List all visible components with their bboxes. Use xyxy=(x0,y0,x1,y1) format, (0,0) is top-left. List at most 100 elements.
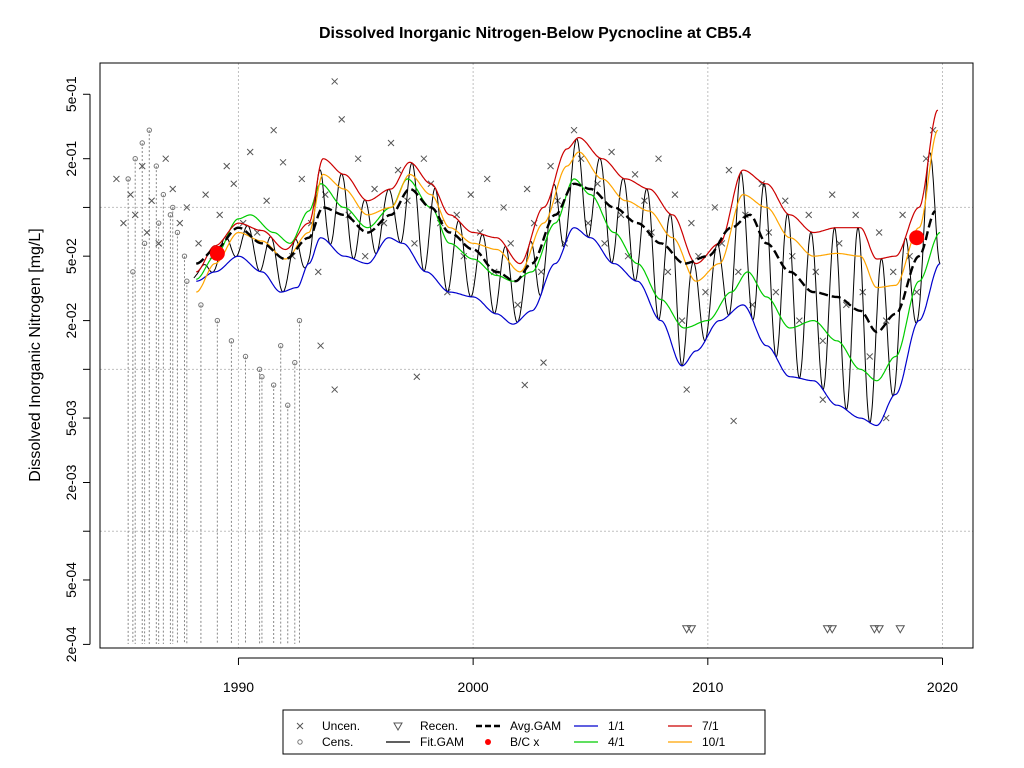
uncensored-point xyxy=(929,126,937,134)
uncensored-point xyxy=(683,386,691,393)
chart-title: Dissolved Inorganic Nitrogen-Below Pycno… xyxy=(319,25,751,42)
uncensored-point xyxy=(655,155,662,163)
uncensored-point xyxy=(772,288,780,296)
uncensored-point xyxy=(279,158,287,166)
censored-point xyxy=(141,240,148,247)
censored-point xyxy=(181,253,188,259)
uncensored-point xyxy=(730,417,737,425)
uncensored-point xyxy=(127,191,134,198)
censored-point xyxy=(184,278,190,284)
censored-point xyxy=(155,220,162,226)
uncensored-point xyxy=(570,126,578,134)
legend-label-cens: Cens. xyxy=(322,735,353,749)
uncensored-point xyxy=(411,239,418,247)
censored-point xyxy=(270,382,277,388)
y-tick-label: 5e-01 xyxy=(63,76,79,112)
uncensored-point xyxy=(514,301,522,309)
censored-point xyxy=(214,317,221,324)
uncensored-point xyxy=(331,78,339,85)
uncensored-point xyxy=(230,180,238,188)
uncensored-point xyxy=(577,155,585,163)
uncensored-point xyxy=(361,252,369,260)
uncensored-point xyxy=(483,175,491,183)
censored-point xyxy=(160,191,167,198)
uncensored-point xyxy=(866,353,874,360)
legend-label-bc: B/C x xyxy=(510,735,539,749)
uncensored-point xyxy=(162,155,170,163)
y-tick-label: 5e-03 xyxy=(63,400,79,436)
legend-label-s10: 10/1 xyxy=(702,735,726,749)
uncensored-point xyxy=(624,252,632,260)
uncensored-point xyxy=(795,317,803,324)
uncensored-point xyxy=(584,219,592,227)
legend-symbol-uncen xyxy=(296,722,304,730)
uncensored-point xyxy=(875,229,883,236)
recensored-point xyxy=(686,625,697,634)
uncensored-point xyxy=(521,381,529,389)
uncensored-point xyxy=(202,191,209,198)
censored-point xyxy=(153,163,160,169)
uncensored-point xyxy=(113,175,120,183)
recensored-point xyxy=(895,625,906,634)
uncensored-point xyxy=(702,288,709,296)
legend-symbol-recen xyxy=(393,722,403,732)
uncensored-point xyxy=(223,162,231,170)
uncensored-point xyxy=(183,204,191,211)
uncensored-point xyxy=(169,185,177,193)
x-tick-label: 2000 xyxy=(458,679,489,695)
uncensored-point xyxy=(314,268,322,276)
uncensored-point xyxy=(298,175,306,183)
censored-point xyxy=(285,402,291,408)
uncensored-point xyxy=(500,204,507,211)
uncensored-point xyxy=(420,155,428,163)
legend-label-s7: 7/1 xyxy=(702,719,719,733)
recensored-point xyxy=(874,625,884,634)
uncensored-point xyxy=(913,288,921,296)
censored-point xyxy=(174,229,181,236)
censored-point xyxy=(278,342,284,349)
uncensored-point xyxy=(507,239,515,247)
bc-point xyxy=(209,245,225,261)
legend-box xyxy=(282,709,766,755)
recensored-point xyxy=(681,625,692,634)
series-line-s10 xyxy=(196,129,939,293)
series-line-s1 xyxy=(196,227,941,427)
series-line-s4 xyxy=(196,178,941,382)
uncensored-point xyxy=(671,191,679,198)
uncensored-point xyxy=(725,166,733,174)
legend: Uncen. Cens. Recen. Fit.GAM Avg.GAM B/C x 1/1 4… xyxy=(282,709,766,755)
uncensored-point xyxy=(460,252,468,260)
x-tick-label: 2020 xyxy=(927,679,958,695)
y-tick-label: 2e-04 xyxy=(63,626,79,662)
y-axis-label: Dissolved Inorganic Nitrogen [mg/L] xyxy=(27,228,44,481)
censored-point xyxy=(130,269,136,275)
uncensored-point xyxy=(155,239,163,247)
censored-point xyxy=(296,317,303,324)
uncensored-point xyxy=(216,211,224,219)
uncensored-point xyxy=(413,373,421,381)
censored-point xyxy=(242,353,249,360)
uncensored-point xyxy=(812,268,820,276)
uncensored-point xyxy=(404,197,411,205)
legend-label-recen: Recen. xyxy=(420,719,458,733)
x-tick-label: 2010 xyxy=(692,679,723,695)
legend-label-avg: Avg.GAM xyxy=(510,719,561,733)
uncensored-point xyxy=(540,359,547,366)
uncensored-point xyxy=(394,166,402,174)
censored-point xyxy=(167,212,174,218)
legend-symbol-cens xyxy=(297,739,303,745)
censored-point xyxy=(125,176,131,182)
y-tick-label: 2e-03 xyxy=(63,464,79,500)
uncensored-point xyxy=(688,219,695,227)
legend-label-s4: 4/1 xyxy=(608,735,625,749)
censored-point xyxy=(228,338,235,344)
uncensored-point xyxy=(270,126,278,134)
legend-label-uncen: Uncen. xyxy=(322,719,360,733)
fit-gam-line xyxy=(193,138,941,424)
uncensored-point xyxy=(852,211,860,219)
x-tick-label: 1990 xyxy=(223,679,254,695)
recensored-point xyxy=(822,625,833,634)
uncensored-point xyxy=(246,148,254,156)
uncensored-point xyxy=(631,171,639,178)
censored-point xyxy=(198,302,204,308)
